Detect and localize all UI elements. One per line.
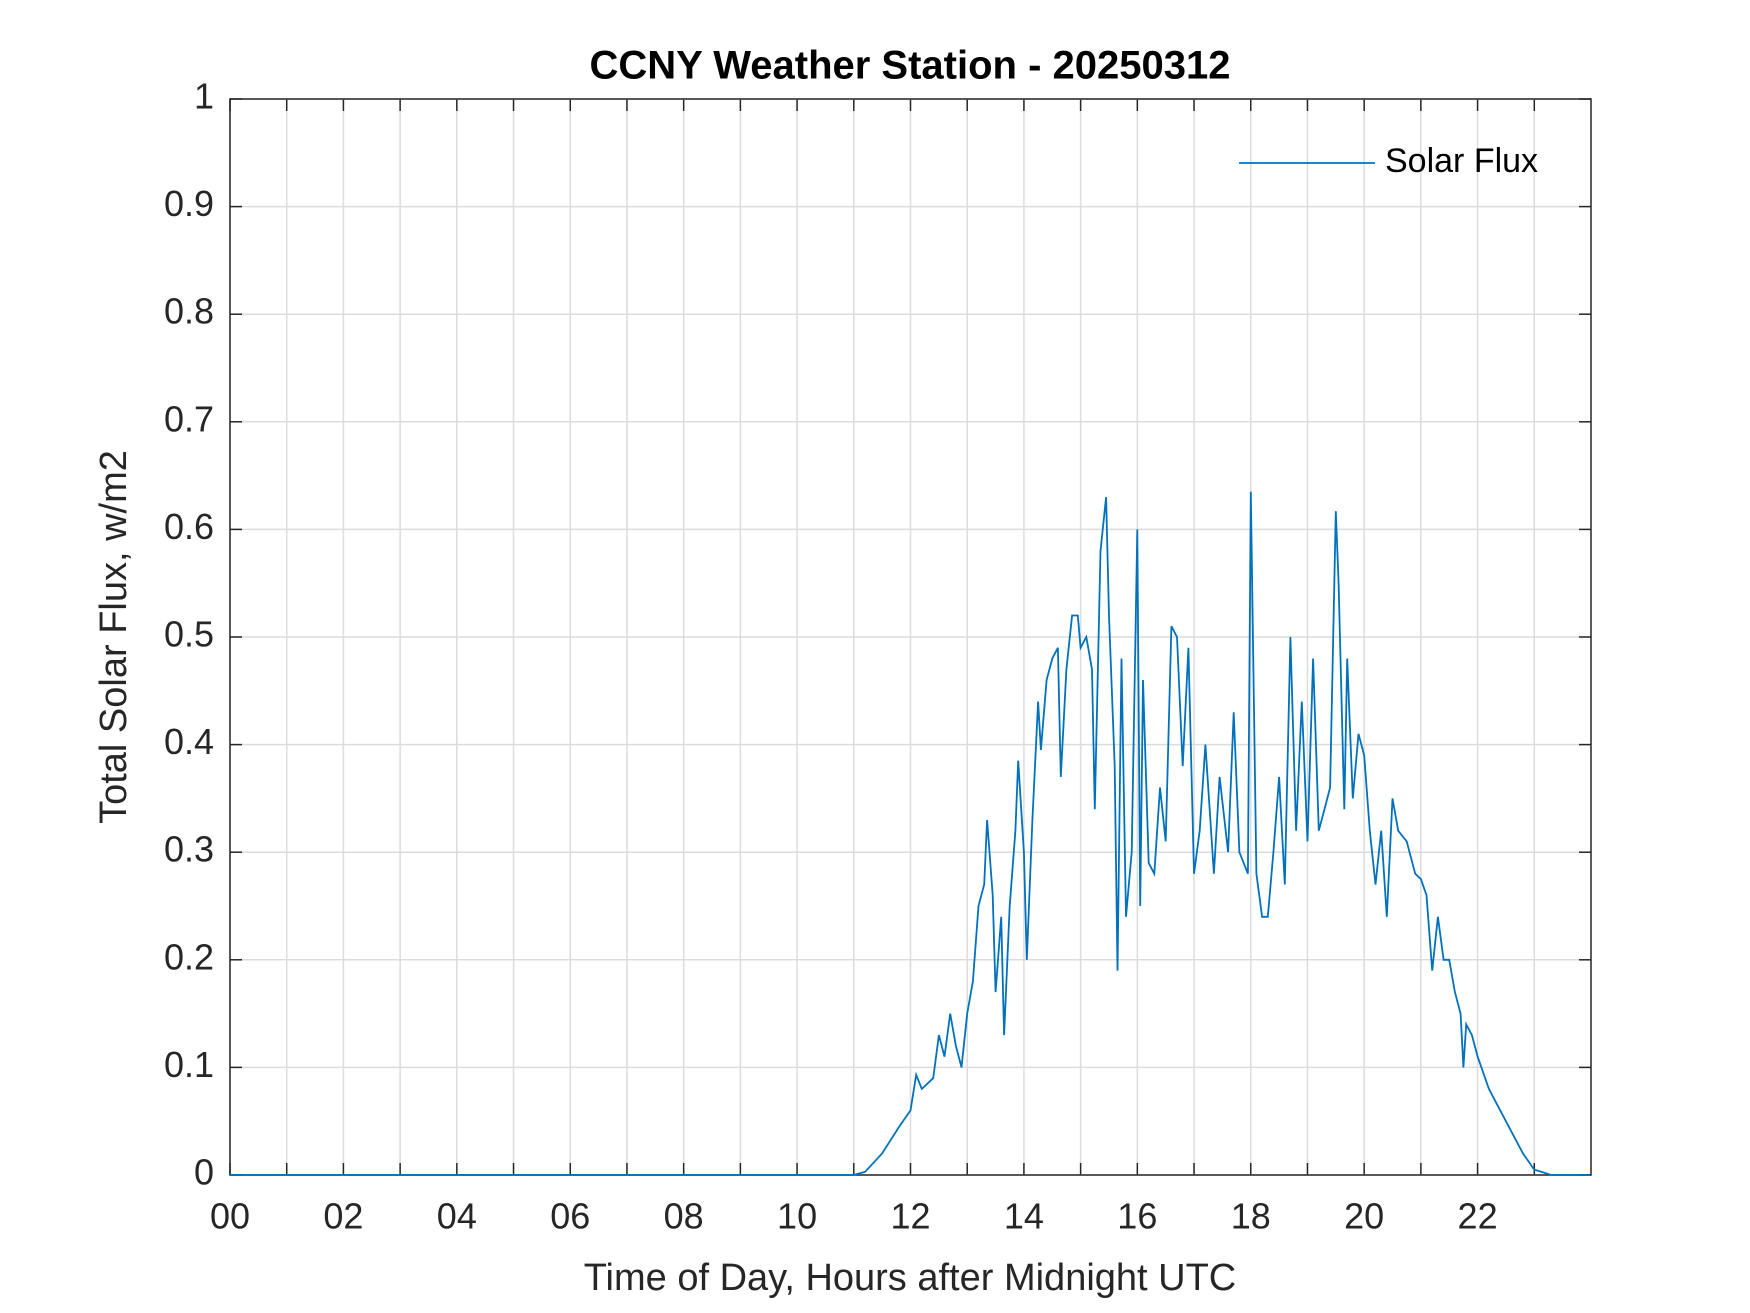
plot-frame	[229, 98, 1592, 1176]
x-tick-label: 10	[777, 1196, 817, 1237]
series-line	[230, 491, 1590, 1176]
y-tick-label: 0	[194, 1152, 214, 1193]
y-tick-label: 0.7	[164, 398, 214, 439]
x-tick-label: 20	[1344, 1196, 1384, 1237]
x-tick-label: 22	[1458, 1196, 1498, 1237]
x-tick-label: 08	[664, 1196, 704, 1237]
y-tick-label: 0.6	[164, 506, 214, 547]
x-axis-label: Time of Day, Hours after Midnight UTC	[584, 1257, 1237, 1299]
y-tick-label: 1	[194, 76, 214, 117]
x-tick-label: 18	[1231, 1196, 1271, 1237]
y-tick-label: 0.1	[164, 1044, 214, 1085]
y-tick-label: 0.8	[164, 291, 214, 332]
y-tick-label: 0.9	[164, 183, 214, 224]
x-tick-label: 12	[890, 1196, 930, 1237]
y-tick-label: 0.3	[164, 829, 214, 870]
x-tick-label: 04	[437, 1196, 477, 1237]
x-tick-label: 00	[210, 1196, 250, 1237]
chart-title: CCNY Weather Station - 20250312	[590, 44, 1231, 88]
y-tick-label: 0.5	[164, 614, 214, 655]
y-axis-label: Total Solar Flux, w/m2	[93, 450, 135, 824]
x-tick-label: 02	[323, 1196, 363, 1237]
legend-label: Solar Flux	[1385, 142, 1538, 180]
x-tick-label: 14	[1004, 1196, 1044, 1237]
y-tick-label: 0.4	[164, 721, 214, 762]
x-tick-label: 06	[550, 1196, 590, 1237]
x-tick-label: 16	[1117, 1196, 1157, 1237]
y-tick-label: 0.2	[164, 936, 214, 977]
